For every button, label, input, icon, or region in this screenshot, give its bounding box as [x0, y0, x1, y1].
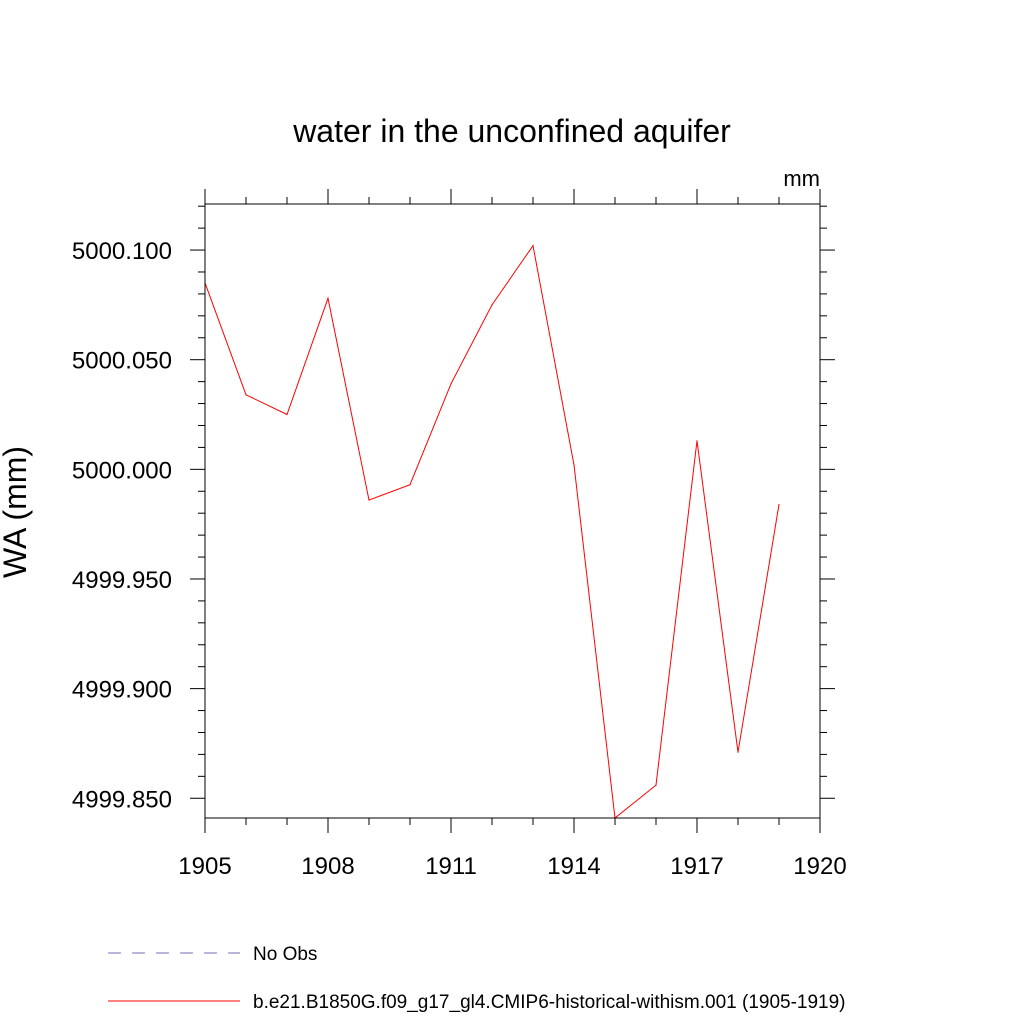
data-point	[368, 499, 370, 501]
series-line-1	[204, 244, 780, 819]
data-point	[286, 413, 288, 416]
y-tick-label: 5000.100	[72, 238, 172, 265]
x-tick-label: 1914	[547, 853, 600, 880]
y-tick-label: 5000.000	[72, 457, 172, 484]
y-tick-label: 4999.950	[72, 567, 172, 594]
data-point	[491, 304, 493, 306]
data-point	[327, 297, 329, 299]
x-tick-label: 1908	[301, 853, 354, 880]
plot-frame	[204, 203, 821, 819]
chart-title: water in the unconfined aquifer	[292, 113, 731, 149]
data-point	[573, 464, 575, 466]
units-label: mm	[783, 166, 820, 191]
data-point	[655, 784, 657, 786]
axis-tick-labels: 1905 1908 1911 1914 1917 1920 4999.850 4999.900…	[72, 238, 847, 880]
data-point	[532, 245, 534, 247]
data-point	[778, 503, 780, 506]
y-tick-label: 5000.050	[72, 348, 172, 375]
x-tick-label: 1911	[425, 853, 477, 880]
data-point	[450, 383, 452, 385]
x-tick-label: 1917	[670, 853, 723, 880]
y-tick-label: 4999.900	[72, 677, 172, 704]
axis-ticks	[190, 189, 835, 833]
data-point	[696, 440, 698, 442]
legend: No Obs b.e21.B1850G.f09_g17_gl4.CMIP6-hi…	[108, 944, 846, 1013]
y-axis-label: WA (mm)	[0, 446, 33, 578]
legend-entry-model-run: b.e21.B1850G.f09_g17_gl4.CMIP6-historica…	[253, 992, 846, 1013]
x-tick-label: 1905	[178, 853, 231, 880]
data-point	[737, 751, 739, 753]
x-tick-label: 1920	[793, 853, 846, 880]
y-tick-label: 4999.850	[72, 786, 172, 813]
plot-series	[204, 244, 780, 819]
data-point	[409, 484, 411, 486]
legend-entry-no-obs: No Obs	[253, 944, 317, 965]
data-point	[245, 394, 247, 396]
